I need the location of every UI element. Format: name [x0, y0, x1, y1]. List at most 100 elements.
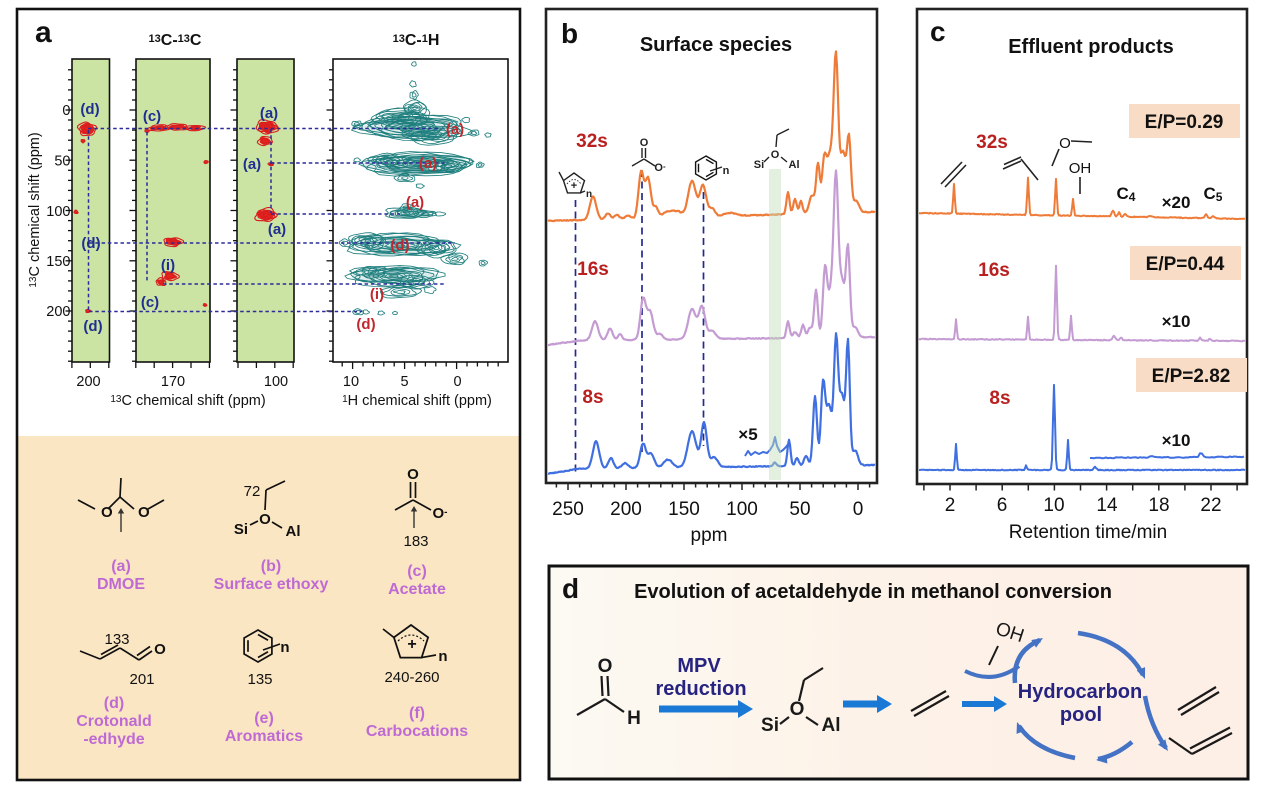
svg-text:pool: pool	[1060, 704, 1102, 726]
svg-text:133: 133	[104, 631, 129, 648]
svg-text:0: 0	[853, 499, 864, 520]
svg-text:100: 100	[726, 499, 758, 520]
svg-text:d: d	[562, 573, 579, 604]
svg-text:ppm: ppm	[691, 525, 728, 546]
svg-text:13C-1H: 13C-1H	[393, 32, 440, 49]
svg-text:200: 200	[76, 374, 100, 390]
svg-text:Retention time/min: Retention time/min	[1009, 522, 1167, 543]
svg-text:32s: 32s	[976, 132, 1008, 153]
svg-text:10: 10	[1043, 495, 1064, 516]
svg-text:Al: Al	[286, 523, 301, 540]
svg-text:E/P=0.29: E/P=0.29	[1145, 112, 1224, 133]
svg-text:150: 150	[668, 499, 700, 520]
svg-text:8s: 8s	[989, 388, 1010, 409]
svg-text:2: 2	[945, 495, 956, 516]
svg-text:E/P=2.82: E/P=2.82	[1152, 366, 1231, 387]
svg-text:DMOE: DMOE	[97, 576, 145, 593]
svg-text:Hydrocarbon: Hydrocarbon	[1018, 681, 1142, 703]
svg-text:C4: C4	[1117, 184, 1136, 204]
svg-text:Evolution of acetaldehyde in m: Evolution of acetaldehyde in methanol co…	[634, 581, 1112, 603]
svg-text:E/P=0.44: E/P=0.44	[1146, 254, 1225, 275]
svg-text:(d): (d)	[81, 235, 100, 252]
svg-text:250: 250	[552, 499, 584, 520]
svg-text:×10: ×10	[1162, 431, 1191, 450]
svg-text:a: a	[35, 16, 52, 49]
svg-text:32s: 32s	[576, 131, 608, 152]
svg-text:Carbocations: Carbocations	[366, 723, 468, 740]
svg-text:(a): (a)	[243, 156, 261, 173]
svg-text:O: O	[598, 656, 613, 677]
svg-text:13C chemical shift (ppm): 13C chemical shift (ppm)	[110, 393, 265, 409]
svg-text:OH: OH	[1069, 160, 1092, 177]
svg-text:O: O	[1059, 135, 1071, 152]
svg-text:O: O	[138, 504, 150, 521]
svg-text:13C chemical shift (ppm): 13C chemical shift (ppm)	[27, 132, 43, 287]
svg-text:(c): (c)	[407, 563, 427, 580]
svg-text:(c): (c)	[141, 294, 159, 311]
svg-text:8s: 8s	[582, 387, 603, 408]
svg-text:(b): (b)	[261, 558, 281, 575]
svg-text:O: O	[407, 466, 419, 483]
svg-text:reduction: reduction	[655, 678, 746, 700]
svg-text:O: O	[790, 699, 805, 720]
svg-text:+: +	[571, 180, 577, 192]
svg-text:(c): (c)	[143, 108, 161, 125]
svg-text:n: n	[586, 189, 592, 200]
svg-text:×10: ×10	[1162, 312, 1191, 331]
svg-text:(a): (a)	[111, 558, 131, 575]
svg-text:Si: Si	[761, 715, 779, 736]
svg-text:50: 50	[54, 154, 70, 170]
svg-text:5: 5	[400, 374, 408, 390]
svg-text:14: 14	[1096, 495, 1118, 516]
svg-text:(a): (a)	[260, 105, 278, 122]
svg-text:Al: Al	[822, 715, 841, 736]
svg-text:C5: C5	[1204, 184, 1223, 204]
svg-text:(d): (d)	[83, 318, 102, 335]
svg-text:O: O	[771, 149, 780, 161]
svg-text:c: c	[930, 16, 946, 47]
svg-text:(a): (a)	[406, 194, 424, 211]
svg-text:(e): (e)	[254, 710, 274, 727]
svg-text:6: 6	[997, 495, 1008, 516]
svg-text:×20: ×20	[1162, 193, 1191, 212]
svg-text:O: O	[154, 641, 166, 658]
svg-text:Al: Al	[789, 159, 800, 171]
svg-text:Surface ethoxy: Surface ethoxy	[214, 576, 329, 593]
svg-text:16s: 16s	[978, 260, 1010, 281]
svg-text:(f): (f)	[409, 705, 425, 722]
svg-text:O: O	[259, 511, 271, 528]
svg-text:n: n	[280, 639, 289, 656]
svg-text:200: 200	[46, 304, 70, 320]
svg-text:100: 100	[264, 374, 288, 390]
svg-text:O-: O-	[654, 162, 666, 174]
svg-text:0: 0	[453, 374, 461, 390]
svg-text:Si: Si	[754, 159, 764, 171]
svg-text:170: 170	[161, 374, 185, 390]
svg-text:0: 0	[62, 103, 70, 119]
svg-text:10: 10	[343, 374, 359, 390]
svg-text:Crotonald: Crotonald	[76, 713, 152, 730]
svg-text:(d): (d)	[356, 316, 375, 333]
svg-text:(a): (a)	[446, 121, 464, 138]
svg-text:O: O	[640, 137, 649, 149]
svg-text:n: n	[438, 648, 447, 665]
svg-text:72: 72	[244, 483, 261, 500]
svg-text:Si: Si	[234, 521, 248, 538]
svg-text:(a): (a)	[268, 221, 286, 238]
svg-text:100: 100	[46, 204, 70, 220]
svg-text:(a): (a)	[419, 155, 437, 172]
svg-text:(i): (i)	[370, 286, 384, 303]
svg-text:200: 200	[610, 499, 642, 520]
svg-text:×5: ×5	[738, 425, 757, 444]
svg-text:22: 22	[1200, 495, 1221, 516]
svg-text:H: H	[627, 708, 641, 729]
svg-text:(d): (d)	[80, 101, 99, 118]
svg-text:-edhyde: -edhyde	[83, 731, 144, 748]
svg-text:1H chemical shift (ppm): 1H chemical shift (ppm)	[342, 393, 492, 409]
svg-text:16s: 16s	[577, 259, 609, 280]
svg-text:b: b	[561, 18, 578, 49]
svg-text:O-: O-	[432, 505, 447, 522]
svg-text:135: 135	[247, 671, 272, 688]
svg-text:150: 150	[46, 254, 70, 270]
svg-text:201: 201	[129, 671, 154, 688]
